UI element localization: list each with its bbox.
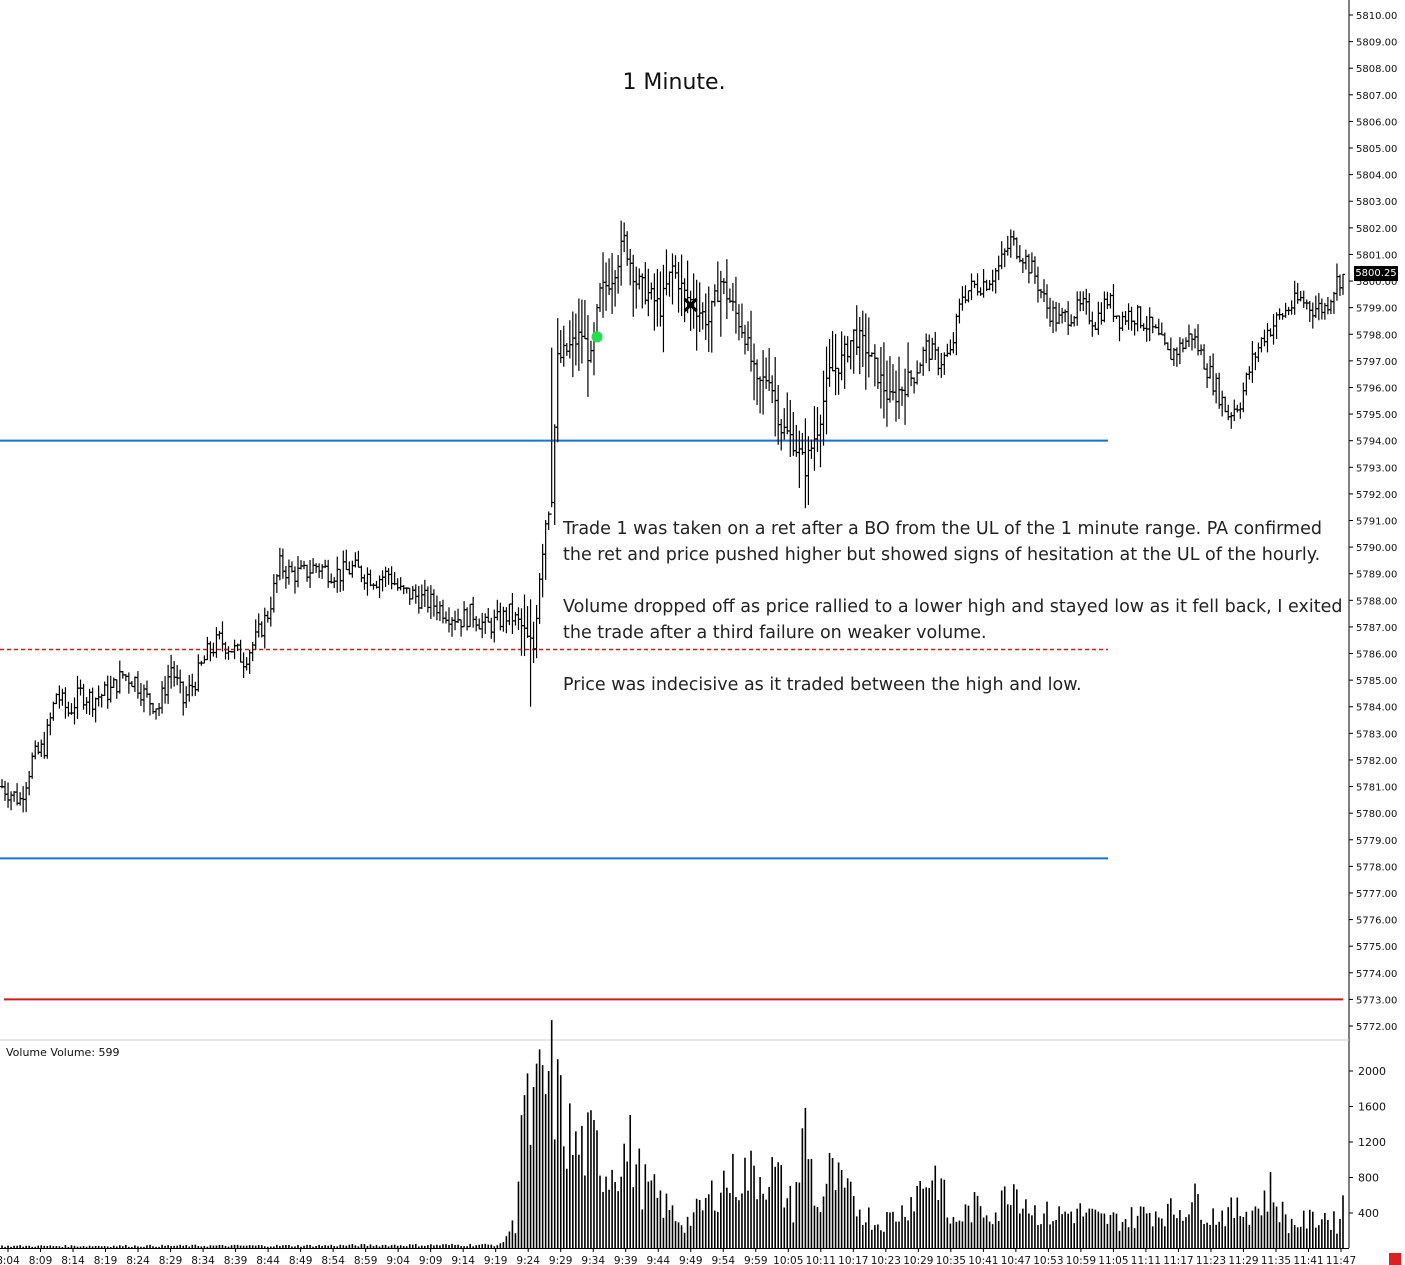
price-tick-label: 5789.00	[1356, 570, 1397, 581]
time-tick-label: 9:09	[419, 1255, 443, 1265]
price-tick-label: 5788.00	[1356, 596, 1397, 607]
price-tick-label: 5780.00	[1356, 809, 1397, 820]
price-tick-label: 5787.00	[1356, 623, 1397, 634]
time-tick-label: 11:11	[1131, 1255, 1161, 1265]
price-tick-label: 5807.00	[1356, 91, 1397, 102]
time-tick-label: 8:54	[321, 1255, 345, 1265]
price-tick-label: 5803.00	[1356, 197, 1397, 208]
price-tick-label: 5806.00	[1356, 117, 1397, 128]
annotation-paragraph-2: Volume dropped off as price rallied to a…	[563, 597, 1343, 643]
time-tick-label: 11:17	[1163, 1255, 1193, 1265]
time-tick-label: 8:44	[256, 1255, 280, 1265]
time-tick-label: 11:05	[1098, 1255, 1128, 1265]
time-tick-label: 9:49	[679, 1255, 703, 1265]
time-tick-label: 8:14	[61, 1255, 85, 1265]
price-tick-label: 5797.00	[1356, 357, 1397, 368]
price-tick-label: 5782.00	[1356, 756, 1397, 767]
time-tick-label: 8:34	[191, 1255, 215, 1265]
price-tick-label: 5785.00	[1356, 676, 1397, 687]
price-tick-label: 5796.00	[1356, 383, 1397, 394]
time-tick-label: 8:04	[0, 1255, 20, 1265]
time-tick-label: 8:49	[289, 1255, 313, 1265]
time-tick-label: 11:29	[1228, 1255, 1258, 1265]
time-tick-label: 10:47	[1001, 1255, 1031, 1265]
time-tick-label: 8:39	[224, 1255, 248, 1265]
time-tick-label: 10:05	[773, 1255, 803, 1265]
price-tick-label: 5799.00	[1356, 304, 1397, 315]
current-price-tag: 5800.25	[1354, 266, 1398, 281]
price-tick-label: 5783.00	[1356, 729, 1397, 740]
time-tick-label: 8:29	[159, 1255, 183, 1265]
time-tick-label: 11:41	[1293, 1255, 1323, 1265]
price-tick-label: 5810.00	[1356, 11, 1397, 22]
time-tick-label: 9:24	[516, 1255, 540, 1265]
time-tick-label: 9:04	[386, 1255, 410, 1265]
time-tick-label: 9:39	[614, 1255, 638, 1265]
time-tick-label: 9:19	[484, 1255, 508, 1265]
volume-tick-label: 1600	[1358, 1101, 1386, 1114]
time-tick-label: 8:59	[354, 1255, 378, 1265]
price-tick-label: 5781.00	[1356, 783, 1397, 794]
price-tick-label: 5773.00	[1356, 995, 1397, 1006]
time-tick-label: 10:17	[838, 1255, 868, 1265]
price-tick-label: 5794.00	[1356, 437, 1397, 448]
entry-marker	[591, 331, 603, 343]
time-tick-label: 8:24	[126, 1255, 150, 1265]
trade-annotation: Trade 1 was taken on a ret after a BO fr…	[563, 516, 1343, 724]
exit-marker	[683, 297, 698, 313]
annotation-paragraph-1: Trade 1 was taken on a ret after a BO fr…	[563, 519, 1322, 565]
price-tick-label: 5801.00	[1356, 250, 1397, 261]
time-tick-label: 11:35	[1261, 1255, 1291, 1265]
time-tick-label: 10:59	[1066, 1255, 1096, 1265]
price-tick-label: 5772.00	[1356, 1022, 1397, 1033]
price-tick-label: 5805.00	[1356, 144, 1397, 155]
corner-indicator	[1389, 1253, 1401, 1265]
price-tick-label: 5798.00	[1356, 330, 1397, 341]
time-tick-label: 9:44	[646, 1255, 670, 1265]
price-tick-label: 5786.00	[1356, 650, 1397, 661]
price-tick-label: 5800.00	[1356, 277, 1397, 288]
time-tick-label: 11:23	[1196, 1255, 1226, 1265]
time-tick-label: 10:35	[936, 1255, 966, 1265]
time-tick-label: 9:59	[744, 1255, 768, 1265]
time-tick-label: 10:23	[871, 1255, 901, 1265]
time-tick-label: 9:34	[581, 1255, 605, 1265]
time-tick-label: 10:11	[806, 1255, 836, 1265]
annotation-paragraph-3: Price was indecisive as it traded betwee…	[563, 675, 1082, 695]
price-tick-label: 5802.00	[1356, 224, 1397, 235]
time-tick-label: 8:19	[94, 1255, 118, 1265]
price-tick-label: 5790.00	[1356, 543, 1397, 554]
price-tick-label: 5793.00	[1356, 463, 1397, 474]
price-tick-label: 5795.00	[1356, 410, 1397, 421]
volume-tick-label: 1200	[1358, 1136, 1386, 1149]
price-tick-label: 5809.00	[1356, 38, 1397, 49]
chart-title: 1 Minute.	[622, 70, 726, 95]
volume-tick-label: 400	[1358, 1207, 1379, 1220]
time-tick-label: 9:29	[549, 1255, 573, 1265]
time-tick-label: 11:47	[1326, 1255, 1356, 1265]
time-tick-label: 10:29	[903, 1255, 933, 1265]
price-tick-label: 5776.00	[1356, 916, 1397, 927]
time-tick-label: 8:09	[29, 1255, 53, 1265]
volume-indicator-label: Volume Volume: 599	[6, 1046, 120, 1059]
price-tick-label: 5792.00	[1356, 490, 1397, 501]
price-tick-label: 5775.00	[1356, 942, 1397, 953]
time-tick-label: 10:53	[1033, 1255, 1063, 1265]
time-tick-label: 9:14	[451, 1255, 475, 1265]
volume-tick-label: 2000	[1358, 1065, 1386, 1078]
time-tick-label: 10:41	[968, 1255, 998, 1265]
price-tick-label: 5778.00	[1356, 862, 1397, 873]
price-tick-label: 5804.00	[1356, 171, 1397, 182]
price-tick-label: 5791.00	[1356, 517, 1397, 528]
price-tick-label: 5774.00	[1356, 969, 1397, 980]
time-tick-label: 9:54	[711, 1255, 735, 1265]
price-tick-label: 5777.00	[1356, 889, 1397, 900]
price-tick-label: 5779.00	[1356, 836, 1397, 847]
price-tick-label: 5808.00	[1356, 64, 1397, 75]
volume-tick-label: 800	[1358, 1172, 1379, 1185]
price-tick-label: 5784.00	[1356, 703, 1397, 714]
